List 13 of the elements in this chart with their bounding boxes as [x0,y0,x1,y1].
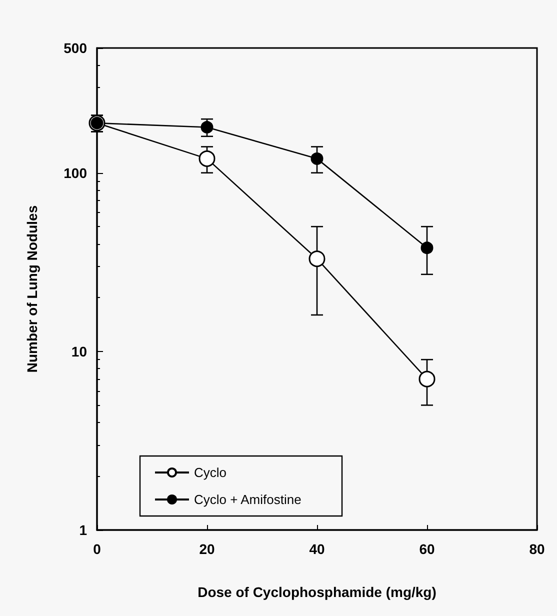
x-tick-label: 80 [529,541,545,557]
x-tick-label: 0 [93,541,102,557]
y-tick-label: 500 [64,40,88,56]
y-tick-label: 10 [71,343,88,360]
x-axis-title: Dose of Cyclophosphamide (mg/kg) [198,584,436,600]
y-tick-label: 100 [64,164,88,181]
y-axis-title: Number of Lung Nodules [24,205,40,373]
y-tick-label: 1 [79,522,88,538]
x-tick-label: 20 [199,541,215,557]
legend-label: Cyclo [194,465,227,480]
legend-label: Cyclo + Amifostine [194,492,302,507]
x-tick-label: 40 [309,541,325,557]
x-tick-label: 60 [419,541,435,557]
